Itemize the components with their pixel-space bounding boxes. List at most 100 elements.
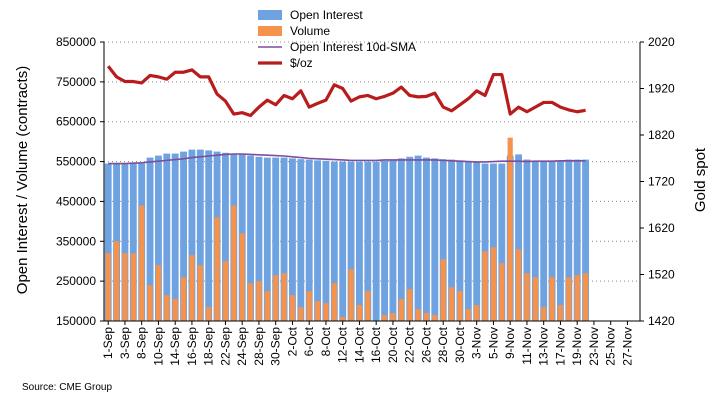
open-interest-bar — [490, 163, 497, 321]
y-left-tick-label: 550000 — [56, 155, 96, 169]
x-tick-label: 28-Sep — [252, 327, 266, 366]
volume-bar — [490, 247, 497, 321]
volume-bar — [348, 269, 354, 321]
volume-bar — [365, 291, 371, 321]
x-tick-label: 30-Sep — [269, 327, 283, 366]
x-tick-label: 14-Oct — [352, 326, 366, 363]
volume-bar — [164, 295, 170, 321]
volume-bar — [139, 205, 145, 321]
open-interest-bar — [314, 160, 321, 321]
legend-label: Open Interest 10d-SMA — [290, 40, 416, 54]
y-right-tick-label: 1620 — [648, 221, 675, 235]
open-interest-bar — [381, 160, 388, 321]
open-interest-bar — [565, 159, 573, 321]
volume-bar — [582, 273, 589, 321]
y-left-tick-label: 350000 — [56, 234, 96, 248]
y-left-tick-label: 250000 — [56, 274, 96, 288]
volume-bar — [532, 277, 538, 321]
open-interest-bar — [347, 161, 355, 321]
x-tick-label: 2-Oct — [285, 326, 299, 356]
volume-bar — [122, 253, 128, 321]
gridlines — [104, 41, 640, 282]
volume-bar — [557, 305, 564, 321]
y-left-tick-label: 650000 — [56, 115, 96, 129]
legend-label: $/oz — [290, 56, 313, 70]
volume-bar — [465, 309, 471, 321]
x-tick-label: 5-Nov — [486, 327, 500, 359]
open-interest-bar — [263, 157, 271, 321]
y-left-axis-title: Open Interest / Volume (contracts) — [14, 66, 31, 294]
volume-bar — [231, 205, 237, 321]
x-tick-label: 13-Nov — [537, 327, 551, 366]
y-right-axis-title: Gold spot — [692, 147, 709, 212]
y-left-tick-label: 450000 — [56, 194, 96, 208]
legend-swatch — [258, 26, 282, 36]
x-tick-label: 8-Sep — [135, 327, 149, 359]
x-tick-label: 22-Oct — [403, 326, 417, 363]
open-interest-bar — [305, 159, 313, 321]
open-interest-bar — [573, 159, 581, 321]
volume-bar — [566, 277, 572, 321]
x-tick-label: 25-Nov — [604, 327, 618, 366]
open-interest-sma-line — [108, 153, 586, 165]
volume-bar — [197, 265, 203, 321]
volume-bar — [222, 261, 229, 321]
open-interest-bar — [205, 150, 213, 321]
volume-bar — [281, 273, 287, 321]
open-interest-bar — [188, 149, 196, 321]
volume-bar — [574, 275, 580, 321]
open-interest-bar — [247, 155, 254, 321]
volume-bar — [482, 251, 488, 321]
volume-bar — [206, 307, 212, 321]
open-interest-bar — [129, 163, 137, 321]
y-right-tick-label: 1820 — [648, 128, 675, 142]
volume-bar — [247, 283, 254, 321]
x-tick-label: 20-Oct — [386, 326, 400, 363]
line-series — [106, 65, 586, 165]
open-interest-bar — [523, 159, 531, 321]
volume-bar — [264, 291, 270, 321]
x-tick-label: 10-Sep — [151, 327, 165, 366]
open-interest-bar — [423, 157, 430, 321]
volume-bar — [306, 291, 312, 321]
open-interest-bar — [481, 163, 489, 321]
volume-bar — [239, 233, 245, 321]
open-interest-bar — [473, 162, 481, 321]
open-interest-bar — [196, 149, 204, 321]
open-interest-bar — [464, 161, 472, 321]
open-interest-bar — [180, 151, 187, 321]
open-interest-bar — [255, 156, 263, 321]
volume-bar — [155, 265, 162, 321]
volume-bar — [147, 285, 153, 321]
open-interest-bar — [515, 154, 522, 321]
x-tick-label: 26-Oct — [419, 326, 433, 363]
volume-bar — [423, 313, 430, 321]
volume-bar — [398, 299, 404, 321]
volume-bar — [524, 273, 530, 321]
volume-bar — [298, 307, 304, 321]
axes: 850000 750000 650000 550000 450000 350000 2500… — [56, 35, 675, 366]
volume-bar — [289, 295, 296, 321]
x-tick-label: 6-Oct — [302, 326, 316, 356]
volume-bar — [356, 305, 363, 321]
open-interest-bar — [414, 155, 422, 321]
volume-bar — [457, 291, 463, 321]
open-interest-bar — [548, 160, 556, 321]
open-interest-bar — [372, 161, 380, 321]
x-tick-label: 11-Nov — [520, 327, 534, 365]
open-interest-bar — [498, 163, 506, 321]
volume-bar — [541, 307, 547, 321]
open-interest-bar — [330, 161, 338, 321]
volume-bar — [415, 309, 421, 321]
y-right-tick-label: 1420 — [648, 314, 675, 328]
volume-bar — [180, 277, 187, 321]
open-interest-bar — [155, 155, 162, 321]
y-right-tick-label: 1720 — [648, 175, 675, 189]
open-interest-bar — [406, 156, 414, 321]
x-tick-label: 17-Nov — [553, 327, 567, 366]
volume-bar — [448, 287, 455, 321]
volume-bar — [440, 259, 446, 321]
legend: Open Interest Volume Open Interest 10d-SMA… — [258, 8, 416, 70]
y-right-tick-label: 1920 — [648, 82, 675, 96]
